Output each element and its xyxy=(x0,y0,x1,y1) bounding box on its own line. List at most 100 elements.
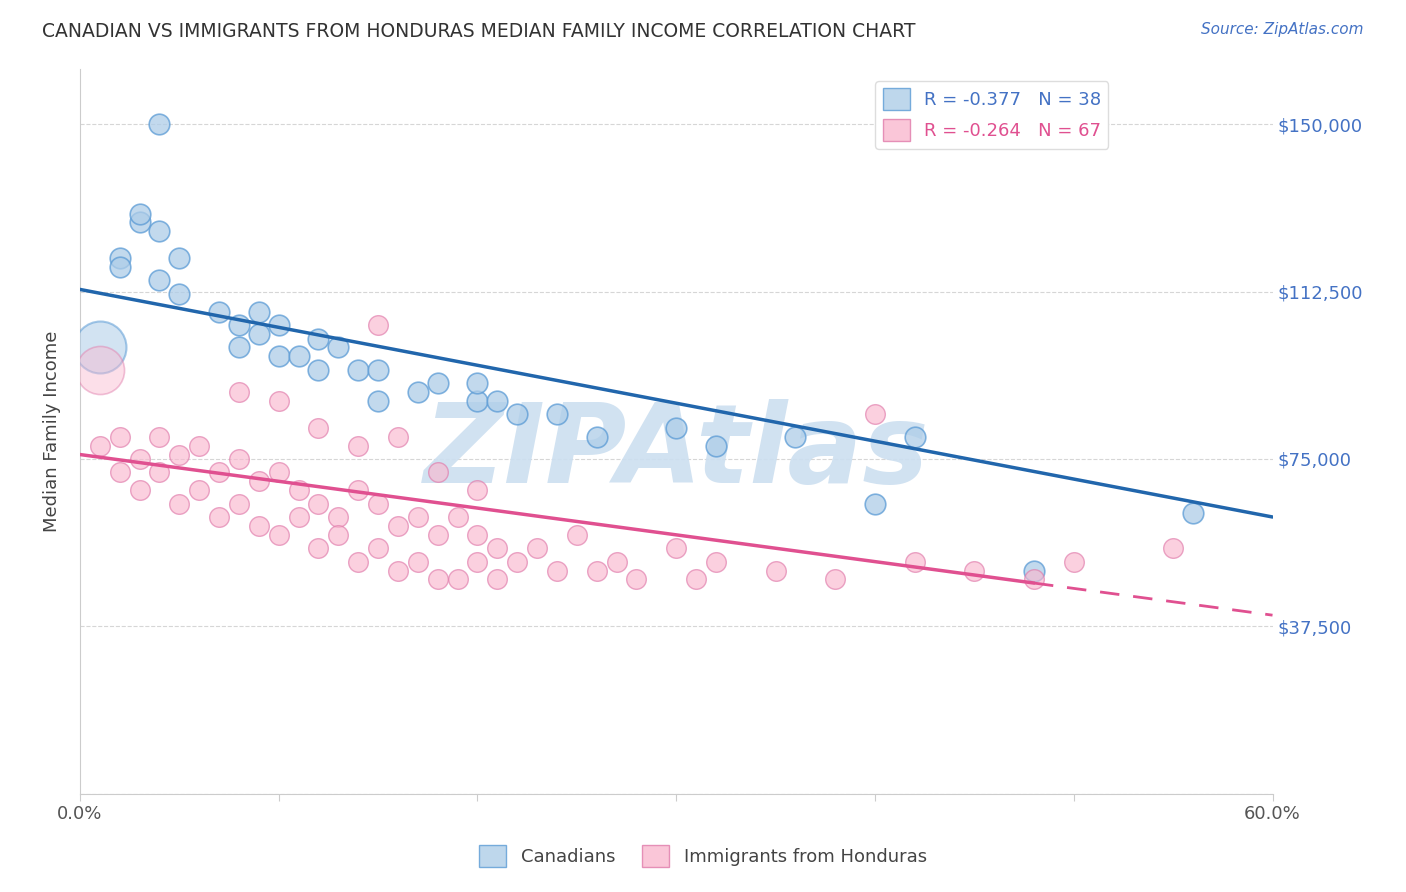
Text: CANADIAN VS IMMIGRANTS FROM HONDURAS MEDIAN FAMILY INCOME CORRELATION CHART: CANADIAN VS IMMIGRANTS FROM HONDURAS MED… xyxy=(42,22,915,41)
Point xyxy=(267,394,290,409)
Point xyxy=(128,452,150,467)
Point xyxy=(585,564,607,578)
Point xyxy=(108,466,131,480)
Point xyxy=(128,215,150,229)
Point xyxy=(328,510,350,524)
Point xyxy=(467,528,489,542)
Point xyxy=(228,385,250,400)
Point xyxy=(367,541,389,556)
Point xyxy=(446,510,468,524)
Point xyxy=(824,573,846,587)
Point xyxy=(267,349,290,363)
Point xyxy=(148,224,170,238)
Point xyxy=(108,430,131,444)
Point xyxy=(387,519,409,533)
Point xyxy=(208,304,231,318)
Point xyxy=(367,394,389,409)
Point xyxy=(467,555,489,569)
Point xyxy=(406,555,429,569)
Point xyxy=(904,555,927,569)
Point xyxy=(606,555,628,569)
Point xyxy=(307,363,329,377)
Point xyxy=(1182,506,1205,520)
Point xyxy=(426,528,449,542)
Point xyxy=(685,573,707,587)
Point xyxy=(167,497,190,511)
Point xyxy=(167,286,190,301)
Point xyxy=(863,497,886,511)
Point xyxy=(486,394,509,409)
Text: Source: ZipAtlas.com: Source: ZipAtlas.com xyxy=(1201,22,1364,37)
Point xyxy=(506,408,529,422)
Point xyxy=(148,117,170,131)
Point xyxy=(585,430,607,444)
Point xyxy=(426,376,449,391)
Point xyxy=(963,564,986,578)
Point xyxy=(247,475,270,489)
Point xyxy=(89,363,111,377)
Point xyxy=(108,260,131,274)
Point xyxy=(546,408,568,422)
Point xyxy=(287,483,309,498)
Point xyxy=(188,439,211,453)
Point xyxy=(89,439,111,453)
Point xyxy=(467,376,489,391)
Point xyxy=(704,555,727,569)
Point xyxy=(1022,564,1045,578)
Point xyxy=(307,331,329,345)
Point xyxy=(287,510,309,524)
Point xyxy=(904,430,927,444)
Point xyxy=(267,318,290,332)
Point xyxy=(267,528,290,542)
Point xyxy=(367,497,389,511)
Point xyxy=(765,564,787,578)
Point xyxy=(89,340,111,354)
Point xyxy=(167,448,190,462)
Point xyxy=(1063,555,1085,569)
Point xyxy=(426,466,449,480)
Point xyxy=(467,394,489,409)
Point xyxy=(328,528,350,542)
Point xyxy=(406,510,429,524)
Point xyxy=(287,349,309,363)
Point xyxy=(188,483,211,498)
Point xyxy=(247,326,270,341)
Point xyxy=(506,555,529,569)
Point xyxy=(486,541,509,556)
Point xyxy=(148,273,170,287)
Point xyxy=(387,430,409,444)
Point xyxy=(307,421,329,435)
Point xyxy=(247,519,270,533)
Point xyxy=(128,206,150,220)
Point xyxy=(1161,541,1184,556)
Point xyxy=(367,318,389,332)
Point xyxy=(128,483,150,498)
Point xyxy=(704,439,727,453)
Point xyxy=(785,430,807,444)
Point xyxy=(467,483,489,498)
Point xyxy=(208,466,231,480)
Point xyxy=(228,497,250,511)
Legend: R = -0.377   N = 38, R = -0.264   N = 67: R = -0.377 N = 38, R = -0.264 N = 67 xyxy=(876,81,1108,149)
Point xyxy=(526,541,548,556)
Point xyxy=(148,466,170,480)
Y-axis label: Median Family Income: Median Family Income xyxy=(44,330,60,532)
Point xyxy=(108,251,131,265)
Point xyxy=(406,385,429,400)
Point xyxy=(228,318,250,332)
Point xyxy=(228,452,250,467)
Point xyxy=(208,510,231,524)
Point xyxy=(267,466,290,480)
Point xyxy=(387,564,409,578)
Point xyxy=(367,363,389,377)
Point xyxy=(347,439,370,453)
Point xyxy=(228,340,250,354)
Point xyxy=(426,573,449,587)
Point xyxy=(328,340,350,354)
Legend: Canadians, Immigrants from Honduras: Canadians, Immigrants from Honduras xyxy=(472,838,934,874)
Point xyxy=(486,573,509,587)
Point xyxy=(665,421,688,435)
Point xyxy=(347,363,370,377)
Point xyxy=(148,430,170,444)
Point xyxy=(347,555,370,569)
